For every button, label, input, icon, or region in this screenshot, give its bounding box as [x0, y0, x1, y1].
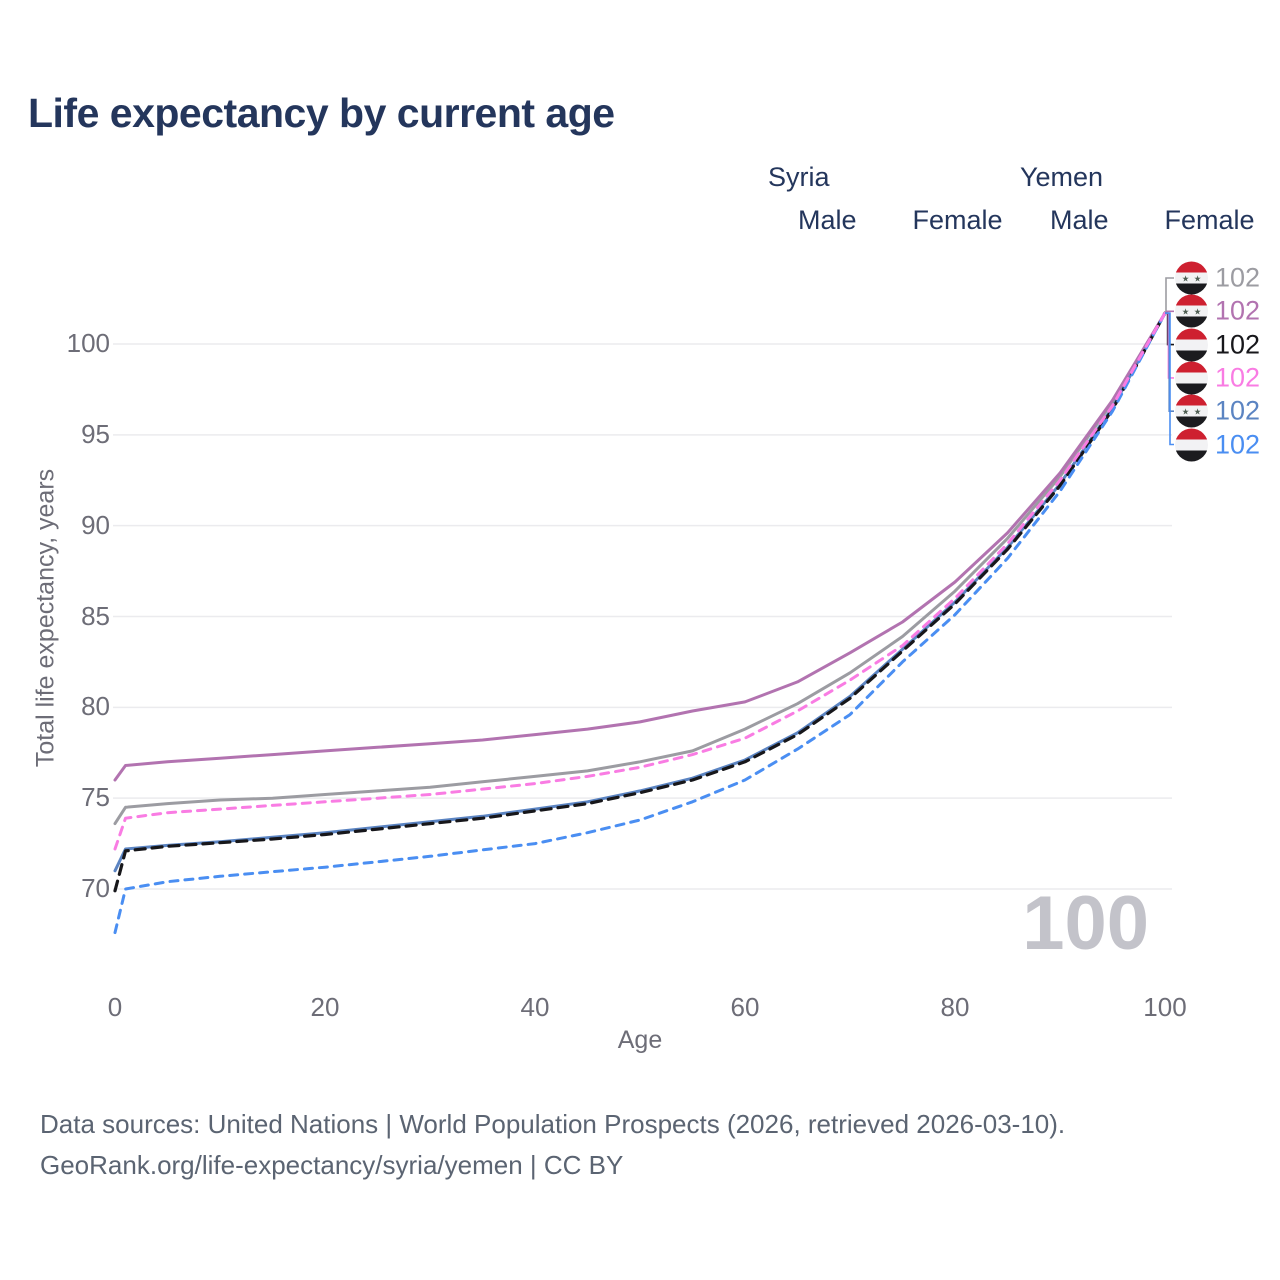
y-tick-label-70: 70	[81, 872, 110, 903]
series-line-yemen_male	[113, 311, 1167, 935]
y-tick-label-90: 90	[81, 509, 110, 540]
end-value-yemen_male: 102	[1215, 429, 1261, 459]
syria-flag-star: ★	[1182, 307, 1190, 317]
syria-male-label: Male	[798, 205, 857, 235]
footer: Data sources: United Nations | World Pop…	[40, 1104, 1065, 1186]
end-value-yemen_female: 102	[1215, 362, 1261, 393]
y-axis-title: Total life expectancy, years	[31, 468, 60, 768]
syria-flag-star: ★	[1194, 406, 1202, 416]
series-line-yemen_female	[113, 311, 1167, 851]
yemen-flag-icon	[1175, 328, 1208, 362]
syria-flag-star: ★	[1194, 273, 1202, 283]
legend-group-syria: Syria Male Female	[768, 162, 1003, 236]
yemen-male-swatch	[1020, 208, 1044, 233]
legend-item-yemen-male[interactable]: Male	[1020, 205, 1109, 236]
legend-country-syria-label: Syria	[768, 162, 830, 192]
footer-attribution-line: GeoRank.org/life-expectancy/syria/yemen …	[40, 1150, 624, 1180]
yemen-flag-icon	[1175, 361, 1208, 395]
end-label-row-syria_total: ★ ★ 102	[1175, 261, 1261, 295]
yemen-male-label: Male	[1050, 205, 1109, 235]
y-tick-label-75: 75	[81, 782, 110, 813]
end-value-syria_female: 102	[1215, 295, 1261, 326]
legend-country-syria[interactable]: Syria	[768, 162, 830, 197]
syria-flag-icon: ★ ★	[1175, 294, 1208, 328]
yemen-female-swatch	[1134, 208, 1159, 233]
syria-female-label: Female	[912, 205, 1003, 235]
legend-item-syria-male[interactable]: Male	[768, 205, 857, 236]
x-tick-label-0: 0	[107, 992, 123, 1022]
syria-flag-star: ★	[1182, 273, 1190, 283]
x-tick-label-80: 80	[940, 992, 970, 1022]
legend-country-yemen-label: Yemen	[1020, 162, 1104, 192]
legend-row-yemen: Male Female	[1020, 205, 1255, 236]
end-label-row-yemen_male: 102	[1175, 428, 1260, 461]
yemen-female-label: Female	[1164, 205, 1255, 235]
x-tick-label-60: 60	[730, 992, 760, 1022]
syria-male-swatch	[768, 208, 792, 233]
legend-group-yemen: Yemen Male Female	[1020, 162, 1255, 236]
end-label-row-yemen_female: 102	[1175, 361, 1261, 395]
x-tick-label-100: 100	[1143, 992, 1187, 1022]
x-tick-label-40: 40	[520, 992, 550, 1022]
series-line-yemen_total	[113, 311, 1167, 893]
end-value-syria_male: 102	[1215, 395, 1261, 426]
footer-source-line: Data sources: United Nations | World Pop…	[40, 1109, 1066, 1139]
syria-female-swatch	[882, 208, 907, 233]
end-label-row-yemen_total: 102	[1175, 328, 1261, 362]
chart-title: Life expectancy by current age	[28, 90, 615, 136]
x-axis-title: Age	[617, 1026, 663, 1054]
legend-item-yemen-female[interactable]: Female	[1134, 205, 1255, 236]
end-label-row-syria_male: ★ ★ 102	[1175, 394, 1261, 428]
y-tick-label-80: 80	[81, 691, 110, 722]
end-label-leader-syria_total	[1165, 277, 1174, 314]
legend-item-syria-female[interactable]: Female	[882, 205, 1003, 236]
end-value-yemen_total: 102	[1215, 329, 1261, 360]
syria-flag-icon: ★ ★	[1175, 261, 1208, 295]
series-line-syria_female	[113, 311, 1167, 782]
syria-flag-star: ★	[1182, 406, 1190, 416]
age-frame-watermark: 100	[1022, 881, 1149, 966]
legend-row-syria: Male Female	[768, 205, 1003, 236]
series-line-syria_total	[113, 311, 1167, 826]
yemen-flag-icon	[1175, 428, 1208, 461]
end-label-leader-yemen_male	[1165, 312, 1174, 446]
syria-flag-icon: ★ ★	[1175, 394, 1208, 428]
series-line-syria_male	[113, 311, 1167, 873]
end-label-row-syria_female: ★ ★ 102	[1175, 294, 1261, 328]
end-value-syria_total: 102	[1215, 262, 1261, 293]
y-tick-label-85: 85	[81, 600, 110, 631]
y-tick-label-100: 100	[66, 327, 110, 358]
y-tick-label-95: 95	[81, 418, 110, 449]
syria-flag-star: ★	[1194, 307, 1202, 317]
legend-country-yemen[interactable]: Yemen	[1020, 162, 1103, 197]
x-tick-label-20: 20	[310, 992, 340, 1022]
